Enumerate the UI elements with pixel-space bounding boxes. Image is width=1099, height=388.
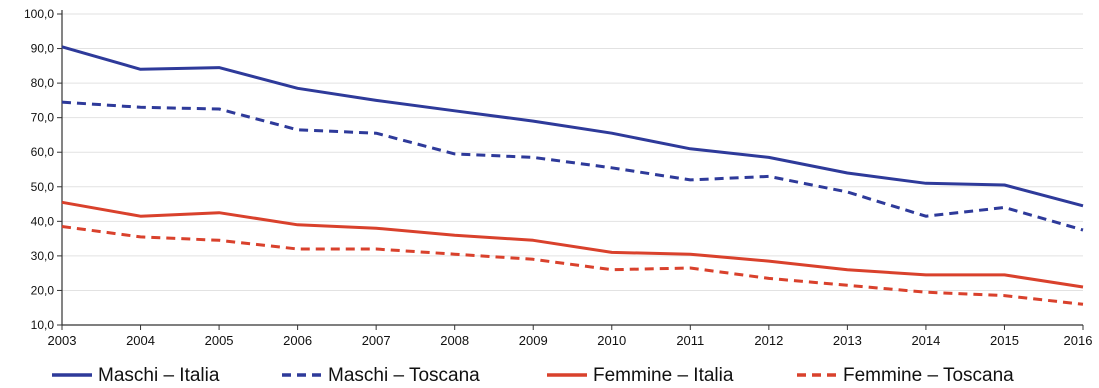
x-axis: 2003 2004 2005 2006 2007 2008 2009 2010 2011 2012… xyxy=(48,324,1093,348)
x-tick-label: 2006 xyxy=(283,333,312,348)
x-tick-label: 2005 xyxy=(205,333,234,348)
y-tick-label: 20,0 xyxy=(31,283,55,297)
y-tick-label: 30,0 xyxy=(31,249,55,263)
y-tick-label: 60,0 xyxy=(31,145,55,159)
series-line-0 xyxy=(61,45,1084,208)
x-tick-label: 2016 xyxy=(1064,333,1093,348)
series-lines xyxy=(61,45,1084,306)
x-tick-label: 2008 xyxy=(440,333,469,348)
y-tick-label: 90,0 xyxy=(31,42,55,56)
x-tick-label: 2011 xyxy=(676,333,704,348)
legend: Maschi – Italia Maschi – Toscana Femmine –… xyxy=(52,365,1014,386)
y-tick-label: 10,0 xyxy=(31,318,55,332)
y-tick-label: 70,0 xyxy=(31,111,55,125)
x-tick-label: 2010 xyxy=(597,333,626,348)
x-tick-label: 2007 xyxy=(362,333,391,348)
x-tick-label: 2015 xyxy=(990,333,1019,348)
y-tick-label: 100,0 xyxy=(24,7,54,21)
series-line-2 xyxy=(61,200,1084,289)
x-tick-label: 2004 xyxy=(126,333,155,348)
series-line-1 xyxy=(61,100,1084,232)
legend-label-2: Femmine – Italia xyxy=(593,365,734,386)
y-tick-label: 40,0 xyxy=(31,214,55,228)
legend-label-0: Maschi – Italia xyxy=(98,365,220,386)
x-tick-label: 2003 xyxy=(48,333,77,348)
x-tick-label: 2012 xyxy=(754,333,783,348)
legend-label-1: Maschi – Toscana xyxy=(328,365,480,386)
series-line-3 xyxy=(61,225,1084,306)
y-axis: 10,0 20,0 30,0 40,0 50,0 60,0 70,0 80,0 90,0 100,… xyxy=(24,7,63,332)
y-tick-label: 50,0 xyxy=(31,180,55,194)
x-tick-label: 2013 xyxy=(833,333,862,348)
grid-lines xyxy=(62,13,1083,291)
x-tick-label: 2014 xyxy=(911,333,940,348)
y-tick-label: 80,0 xyxy=(31,76,55,90)
legend-label-3: Femmine – Toscana xyxy=(843,365,1014,386)
x-tick-label: 2009 xyxy=(519,333,548,348)
